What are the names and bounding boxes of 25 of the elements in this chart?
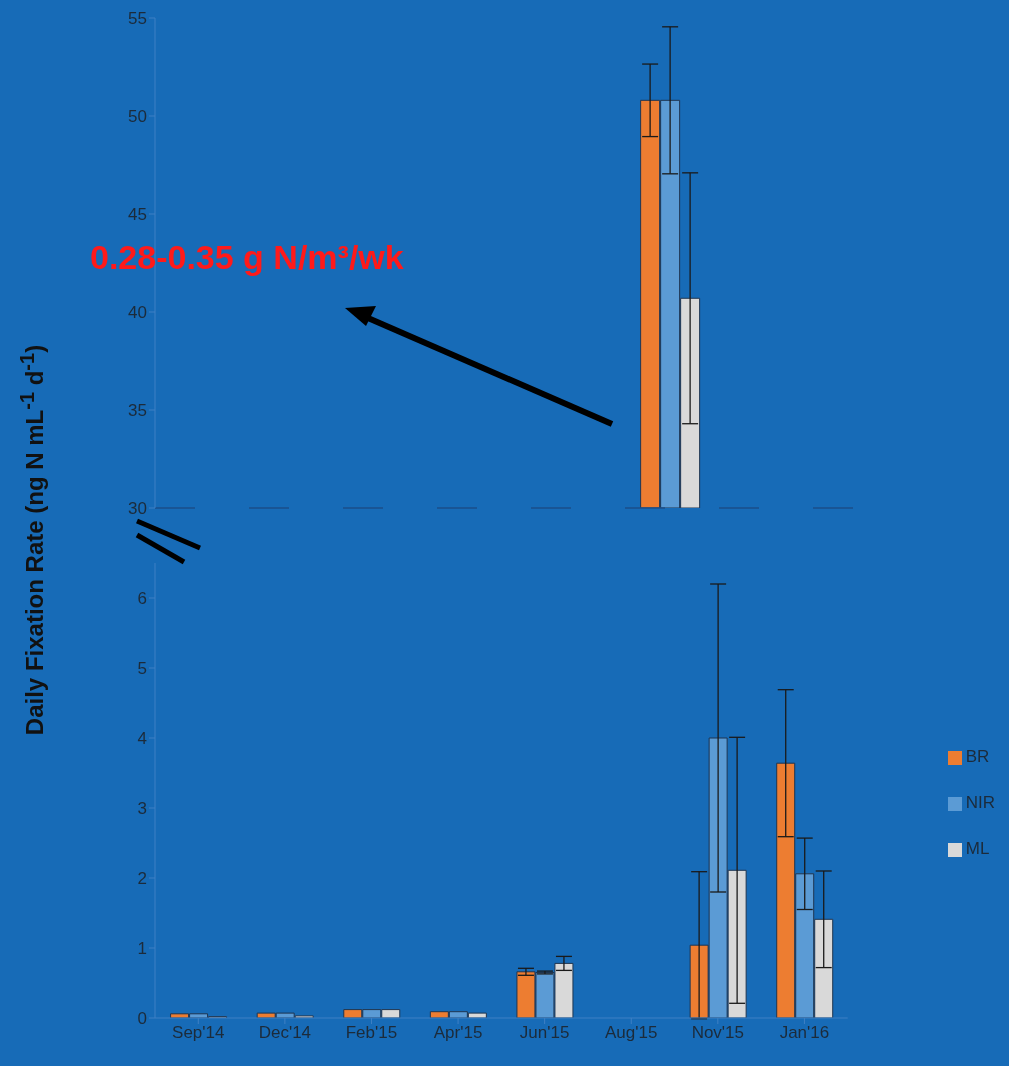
y-tick-label: 0	[137, 1009, 147, 1029]
y-tick-label: 40	[128, 303, 147, 323]
x-tick-label: Aug'15	[605, 1023, 658, 1043]
y-tick-label: 45	[128, 205, 147, 225]
legend-label: BR	[965, 747, 990, 766]
x-tick-label: Sep'14	[172, 1023, 225, 1043]
y-tick-label: 2	[137, 869, 147, 889]
x-tick-label: Dec'14	[258, 1023, 312, 1043]
y-tick-label: 5	[137, 659, 147, 679]
x-tick-label: Nov'15	[691, 1023, 745, 1043]
y-tick-label: 4	[137, 729, 147, 749]
x-tick-label: Feb'15	[345, 1023, 398, 1043]
y-tick-label: 6	[137, 589, 147, 609]
y-tick-label: 3	[137, 799, 147, 819]
legend-label: NIR	[965, 793, 995, 812]
x-tick-label: Apr'15	[433, 1023, 483, 1043]
x-tick-label: Jan'16	[779, 1023, 830, 1043]
x-tick-label: Jun'15	[519, 1023, 570, 1043]
y-tick-label: 35	[128, 401, 147, 421]
y-tick-label: 30	[128, 499, 147, 519]
y-tick-label: 1	[137, 939, 147, 959]
y-tick-label: 50	[128, 107, 147, 127]
legend-label: ML	[965, 839, 990, 858]
annotation: 0.28-0.35 g N/m³/wk	[90, 238, 404, 277]
y-tick-label: 55	[128, 9, 147, 29]
